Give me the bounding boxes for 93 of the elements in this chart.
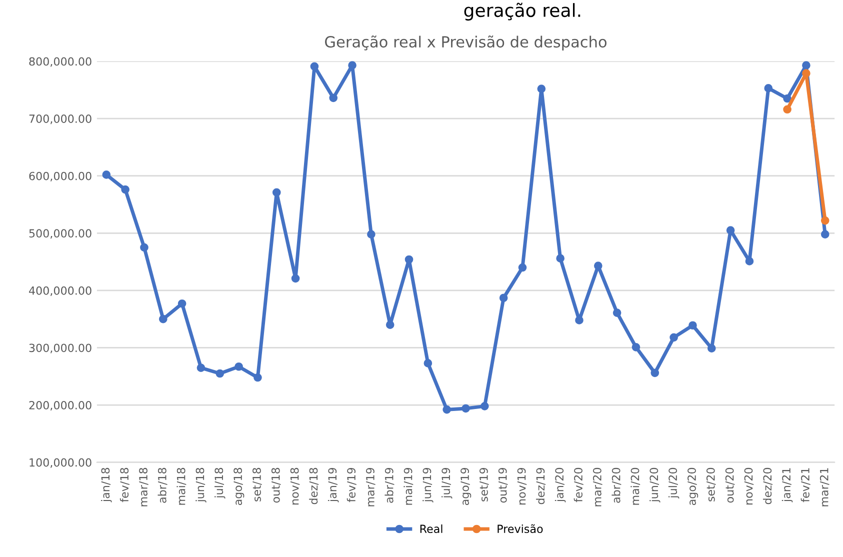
x-tick-label: jul/20 <box>668 468 680 498</box>
legend-label: Real <box>420 524 442 534</box>
x-tick-label: nov/18 <box>290 468 300 504</box>
point <box>820 230 830 238</box>
y-tick-label: 800,000.00 <box>29 57 92 67</box>
point <box>348 61 356 70</box>
x-tick-label: abr/19 <box>384 468 394 503</box>
point <box>537 84 546 93</box>
point <box>234 362 243 371</box>
x-tick-label: jan/19 <box>328 468 339 502</box>
x-tick-label: mar/20 <box>592 468 602 506</box>
y-tick-label: 100,000.00 <box>30 458 92 468</box>
x-tick-label: jul/18 <box>214 468 226 498</box>
x-tick-label: ago/19 <box>460 468 472 506</box>
chart-title: Geração real x Previsão de despacho <box>325 36 606 51</box>
x-tick-label: jan/20 <box>554 468 566 502</box>
x-tick-label: abr/18 <box>158 468 168 503</box>
y-tick-label: 300,000.00 <box>29 344 92 354</box>
x-tick-label: dez/20 <box>762 468 772 504</box>
y-tick-label: 400,000.00 <box>29 286 92 296</box>
x-tick-label: dez/18 <box>309 468 319 504</box>
point <box>783 105 792 114</box>
point <box>178 299 186 308</box>
x-tick-label: mar/21 <box>820 468 830 506</box>
legend-label: Previsão <box>498 524 543 534</box>
x-tick-label: set/20 <box>706 468 716 502</box>
point <box>254 373 262 382</box>
x-tick-label: jul/19 <box>441 468 452 498</box>
point <box>442 405 452 414</box>
x-tick-label: abr/20 <box>612 468 622 503</box>
point <box>102 170 111 179</box>
point <box>329 94 338 102</box>
point <box>726 226 735 234</box>
point <box>424 359 432 368</box>
point <box>802 69 810 78</box>
x-tick-label: jun/20 <box>650 468 660 502</box>
x-tick-label: fev/19 <box>346 468 356 502</box>
point <box>575 316 584 324</box>
x-tick-label: out/19 <box>498 468 508 503</box>
point <box>820 216 830 225</box>
x-tick-label: set/19 <box>479 468 489 502</box>
y-tick-label: 700,000.00 <box>29 114 92 124</box>
text: geração real. <box>464 2 580 21</box>
point <box>216 369 224 378</box>
point <box>196 364 206 372</box>
x-tick-label: out/20 <box>725 468 735 503</box>
x-tick-label: fev/21 <box>800 468 810 502</box>
x-tick-label: mai/19 <box>404 468 414 505</box>
y-tick-label: 600,000.00 <box>29 172 92 182</box>
x-tick-label: jan/21 <box>782 468 793 502</box>
point <box>745 257 754 266</box>
x-tick-label: ago/20 <box>688 468 698 506</box>
x-tick-label: set/18 <box>252 468 262 502</box>
point <box>670 333 678 342</box>
point <box>140 243 148 252</box>
point <box>802 61 810 70</box>
x-tick-label: nov/19 <box>517 468 527 504</box>
y-tick-label: 500,000.00 <box>29 229 92 239</box>
point <box>688 321 697 330</box>
x-tick-label: mai/20 <box>630 468 640 505</box>
x-tick-label: out/18 <box>271 468 281 503</box>
point <box>462 404 470 413</box>
point <box>310 62 319 71</box>
point <box>612 308 622 317</box>
point <box>783 94 792 103</box>
point <box>707 344 716 352</box>
point <box>158 314 168 324</box>
point <box>367 230 376 238</box>
point <box>404 255 414 264</box>
point <box>764 84 773 92</box>
x-tick-label: nov/20 <box>744 468 754 504</box>
point <box>272 188 281 197</box>
x-tick-label: dez/19 <box>536 468 546 504</box>
point <box>650 368 660 378</box>
point <box>386 320 394 329</box>
point <box>291 274 300 283</box>
x-tick-label: ago/18 <box>234 468 244 506</box>
x-tick-label: fev/20 <box>574 468 584 502</box>
x-tick-label: mar/18 <box>139 468 148 506</box>
y-tick-label: 200,000.00 <box>29 400 92 411</box>
x-tick-label: mai/18 <box>176 468 186 505</box>
point <box>518 263 527 272</box>
x-tick-label: mar/19 <box>366 468 376 506</box>
point <box>594 262 602 270</box>
point <box>632 342 640 352</box>
x-tick-label: jan/18 <box>101 468 112 502</box>
x-tick-label: fev/18 <box>120 468 130 502</box>
x-tick-label: jun/19 <box>422 468 434 502</box>
point <box>121 185 130 194</box>
point <box>480 402 489 410</box>
point <box>556 254 564 263</box>
x-tick-label: jun/18 <box>196 468 206 502</box>
point <box>499 294 508 302</box>
